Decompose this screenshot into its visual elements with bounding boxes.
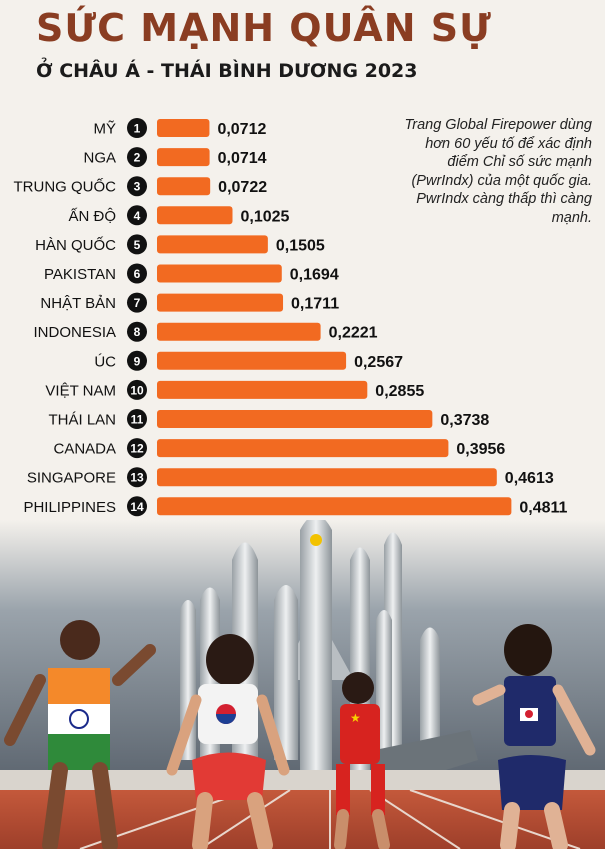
value-label: 0,3956 <box>456 441 505 458</box>
category-label: NHẬT BẢN <box>40 295 116 312</box>
runner-china: ★ <box>334 672 390 849</box>
rank-badge <box>127 467 147 488</box>
category-label: INDONESIA <box>33 324 116 341</box>
bar <box>157 439 449 458</box>
rank-badge <box>127 176 147 197</box>
rank-badge <box>127 409 147 429</box>
category-label: HÀN QUỐC <box>35 236 116 254</box>
category-label: CANADA <box>53 441 116 458</box>
bar <box>157 380 368 399</box>
rank-number: 14 <box>130 500 144 514</box>
rank-badge <box>127 118 147 138</box>
value-label: 0,1025 <box>241 208 290 225</box>
bar <box>157 468 497 487</box>
bar-chart: MỸ 1 0,0712 NGA 2 0,0714 TRUNG QUỐC 3 0,0722 ẤN Đ… <box>14 118 590 546</box>
runner-korea <box>166 634 290 849</box>
value-label: 0,2567 <box>354 354 403 371</box>
bar <box>157 410 433 428</box>
rank-number: 7 <box>134 296 141 310</box>
value-label: 0,0712 <box>217 121 266 138</box>
rank-badge <box>127 496 147 517</box>
value-label: 0,1694 <box>290 267 339 284</box>
rank-badge <box>127 263 147 284</box>
bar <box>157 119 210 137</box>
rank-number: 13 <box>130 471 144 485</box>
page-title: SỨC MẠNH QUÂN SỰ <box>36 6 492 50</box>
category-label: ÚC <box>94 353 116 370</box>
rank-number: 8 <box>134 325 141 339</box>
category-label: TRUNG QUỐC <box>14 178 117 196</box>
rank-number: 6 <box>134 267 141 281</box>
value-label: 0,0722 <box>218 179 267 196</box>
page-subtitle: Ở CHÂU Á - THÁI BÌNH DƯƠNG 2023 <box>36 60 418 82</box>
rank-number: 2 <box>134 151 141 165</box>
bar <box>157 235 268 254</box>
rank-badge <box>127 438 147 459</box>
value-label: 0,4613 <box>505 470 554 487</box>
rank-badge <box>127 292 147 313</box>
category-label: PAKISTAN <box>44 266 116 283</box>
category-label: SINGAPORE <box>27 470 116 487</box>
bar <box>157 293 284 312</box>
category-label: MỸ <box>94 121 117 138</box>
value-label: 0,2221 <box>329 325 378 342</box>
rank-number: 4 <box>134 209 141 223</box>
bar <box>157 322 321 341</box>
rank-number: 10 <box>130 383 144 397</box>
bar <box>157 497 512 516</box>
bar <box>157 177 211 196</box>
bar <box>157 264 282 283</box>
bar <box>157 148 210 167</box>
runner-india <box>4 620 156 849</box>
category-label: NGA <box>83 150 116 167</box>
value-label: 0,4811 <box>519 499 567 516</box>
value-label: 0,1505 <box>276 237 325 254</box>
value-label: 0,0714 <box>218 150 267 167</box>
bar <box>157 206 233 225</box>
category-label: PHILIPPINES <box>23 499 116 516</box>
rank-badge <box>127 234 147 255</box>
category-label: ẤN ĐỘ <box>68 208 116 225</box>
value-label: 0,2855 <box>375 383 424 400</box>
runner-japan <box>472 624 596 849</box>
rank-number: 11 <box>131 413 144 427</box>
svg-text:★: ★ <box>350 711 361 725</box>
category-label: VIỆT NAM <box>45 382 116 399</box>
rank-number: 5 <box>134 238 141 252</box>
rank-number: 3 <box>134 180 141 194</box>
rank-number: 1 <box>134 122 141 136</box>
source-note: Trang Global Firepower dùng hơn 60 yếu t… <box>404 117 592 226</box>
rank-badge <box>127 379 147 400</box>
value-label: 0,1711 <box>291 296 339 313</box>
category-label: THÁI LAN <box>48 412 116 429</box>
rank-badge <box>127 350 147 371</box>
bar <box>157 351 347 370</box>
rank-number: 12 <box>130 442 144 456</box>
rank-badge <box>127 321 147 342</box>
rank-number: 9 <box>134 354 141 368</box>
rank-badge <box>127 147 147 168</box>
value-label: 0,3738 <box>440 412 489 429</box>
illustration-runners-missiles: ★ <box>0 520 605 849</box>
rank-badge <box>127 205 147 226</box>
